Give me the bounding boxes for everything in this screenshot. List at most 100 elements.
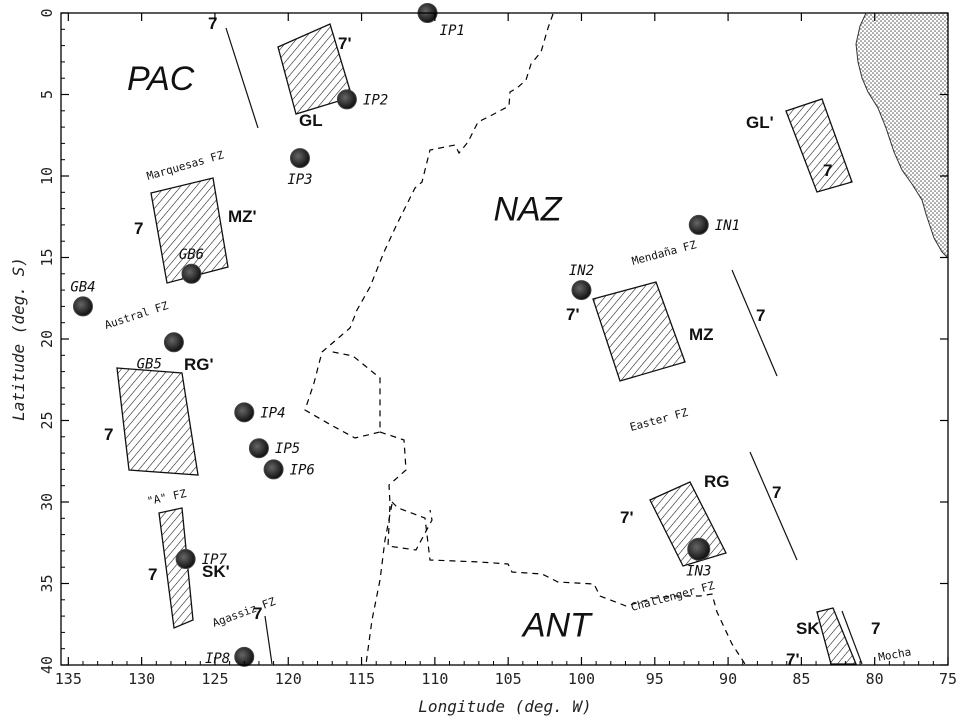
anomaly-zones: [116, 23, 857, 665]
zone-mz-prime: [150, 177, 229, 284]
isochron-label-7-prime: 7': [620, 508, 634, 527]
zone-rg-prime: [116, 367, 199, 476]
x-axis: 135 130 125 120 115 110 105 100 95 90 85 80 75: [55, 13, 957, 688]
site-marker-in2: [571, 280, 592, 301]
site-marker-gb6: [181, 263, 202, 284]
site-marker-ip4: [234, 402, 255, 423]
south-america-landmass: [855, 12, 949, 260]
pac-ant-boundary-south: [365, 503, 393, 665]
site-label-in3: IN3: [686, 563, 711, 579]
isochron-7-naz-rg: [749, 451, 798, 561]
fz-label-a: "A" FZ: [146, 487, 188, 508]
site-marker-in1: [688, 214, 709, 235]
site-marker-ip3: [289, 148, 310, 169]
x-tick-label: 95: [646, 670, 664, 688]
x-tick-label: 80: [866, 670, 884, 688]
region-label-gl: GL: [299, 111, 323, 130]
isochron-label-7-prime: 7': [566, 305, 580, 324]
plate-label-ant: ANT: [521, 606, 593, 644]
site-label-ip1: IP1: [440, 23, 465, 39]
site-label-ip8: IP8: [205, 651, 230, 667]
site-label-ip7: IP7: [202, 552, 228, 568]
x-tick-label: 90: [719, 670, 737, 688]
site-label-ip6: IP6: [290, 462, 315, 478]
isochron-label-7: 7: [871, 619, 880, 638]
x-tick-label: 85: [792, 670, 810, 688]
pac-ant-boundary: [379, 431, 433, 551]
isochron-7-pac-north: [225, 27, 259, 129]
x-tick-label: 100: [568, 670, 595, 688]
site-marker-ip7: [175, 549, 196, 570]
isochron-7-agassiz: [264, 615, 273, 665]
zone-sk: [816, 607, 857, 665]
site-marker-ip6: [263, 459, 284, 480]
isochron-label-7: 7: [756, 306, 765, 325]
site-label-ip3: IP3: [287, 172, 312, 188]
x-tick-label: 75: [939, 670, 957, 688]
x-axis-label: Longitude (deg. W): [418, 697, 591, 716]
isochron-label-7: 7: [134, 219, 143, 238]
site-label-ip5: IP5: [275, 441, 300, 457]
isochron-label-7: 7: [208, 14, 217, 33]
region-label-rg: RG: [704, 472, 730, 491]
site-marker-ip2: [336, 89, 357, 110]
zone-mz: [592, 281, 686, 382]
isochron-7-naz-sk: [841, 610, 863, 665]
region-label-sk: SK: [796, 619, 820, 638]
fz-label-agassiz: Agassiz FZ: [211, 595, 278, 630]
zone-gl: [785, 98, 853, 193]
plate-label-pac: PAC: [127, 60, 195, 98]
naz-ant-boundary: [391, 501, 746, 665]
fz-label-mendana: Mendaña FZ: [630, 238, 698, 268]
plate-label-naz: NAZ: [494, 191, 563, 229]
y-tick-label: 25: [38, 411, 56, 429]
isochron-label-7: 7: [104, 425, 113, 444]
site-marker-gb4: [72, 296, 93, 317]
isochron-label-7: 7: [253, 604, 262, 623]
y-axis: 0 5 10 15 20 25 30 35 40: [38, 8, 948, 674]
site-marker-ip5: [248, 438, 269, 459]
zone-sk-prime: [158, 507, 194, 629]
x-tick-label: 105: [495, 670, 522, 688]
pac-naz-boundary: [304, 13, 554, 439]
x-tick-label: 120: [275, 670, 302, 688]
isochron-label-7: 7: [148, 565, 157, 584]
site-marker-in3: [687, 537, 711, 561]
isochron-lines: [225, 27, 863, 665]
isochron-label-7: 7: [772, 483, 781, 502]
y-tick-label: 30: [38, 493, 56, 511]
y-tick-label: 5: [38, 90, 56, 99]
y-axis-label: Latitude (deg. S): [9, 257, 28, 421]
site-label-in1: IN1: [715, 218, 740, 234]
y-tick-label: 20: [38, 330, 56, 348]
fz-label-austral: Austral FZ: [103, 299, 170, 332]
zone-rg: [649, 481, 727, 567]
sample-sites: IP1 IP2 IP3 GB6 GB4 GB5 IP4 IP5 IP6 IP7 IP8 IN1 IN2 I…: [70, 3, 740, 667]
y-tick-label: 15: [38, 248, 56, 266]
x-tick-label: 130: [128, 670, 155, 688]
site-label-ip2: IP2: [363, 92, 388, 108]
plate-boundaries: [304, 13, 746, 665]
region-label-sk-prime: SK': [202, 562, 230, 581]
isochron-label-7-prime: 7': [338, 34, 352, 53]
y-tick-label: 35: [38, 574, 56, 592]
x-tick-label: 125: [201, 670, 228, 688]
region-label-mz-prime: MZ': [228, 207, 257, 226]
site-marker-ip8: [234, 646, 255, 667]
region-label-gl-prime: GL': [746, 113, 774, 132]
region-label-rg-prime: RG': [184, 355, 214, 374]
x-tick-label: 110: [421, 670, 448, 688]
y-tick-label: 40: [38, 656, 56, 674]
x-tick-label: 135: [55, 670, 82, 688]
y-tick-label: 0: [38, 8, 56, 17]
site-label-gb4: GB4: [70, 279, 95, 295]
fz-label-challenger: Challenger FZ: [629, 579, 716, 614]
isochron-7-naz-mz: [731, 269, 778, 377]
y-tick-label: 10: [38, 167, 56, 185]
site-label-ip4: IP4: [260, 405, 285, 421]
site-label-gb6: GB6: [179, 247, 204, 263]
site-label-gb5: GB5: [137, 356, 162, 372]
isochron-label-7: 7: [823, 161, 832, 180]
region-label-mz: MZ: [689, 325, 714, 344]
